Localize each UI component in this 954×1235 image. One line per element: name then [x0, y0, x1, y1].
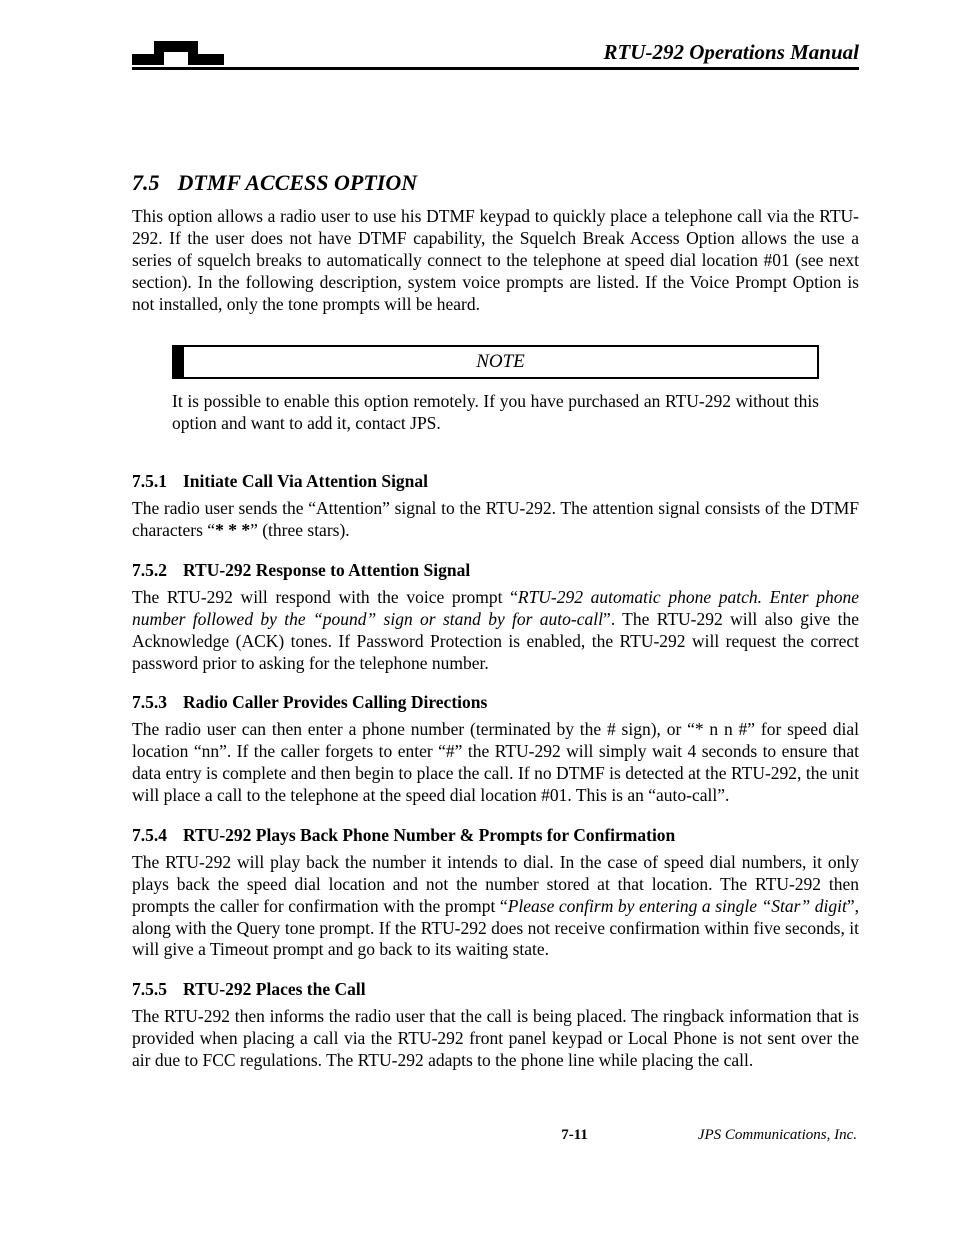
page-footer: 7-11 JPS Communications, Inc.	[132, 1127, 859, 1144]
sub-heading-755: 7.5.5 RTU-292 Places the Call	[132, 979, 859, 1000]
note-text: It is possible to enable this option rem…	[172, 391, 819, 435]
sub2-body: The RTU-292 will respond with the voice …	[132, 587, 859, 675]
company-name: JPS Communications, Inc.	[698, 1127, 857, 1144]
section-intro: This option allows a radio user to use h…	[132, 206, 859, 315]
sub-number: 7.5.1	[132, 471, 167, 492]
note-container: NOTE	[172, 345, 819, 379]
sub-title: RTU-292 Response to Attention Signal	[183, 560, 470, 580]
section-title: DTMF ACCESS OPTION	[178, 170, 418, 195]
sub-number: 7.5.2	[132, 560, 167, 581]
sub1-body: The radio user sends the “Attention” sig…	[132, 498, 859, 542]
sub-number: 7.5.3	[132, 692, 167, 713]
section-heading: 7.5 DTMF ACCESS OPTION	[132, 170, 859, 196]
sub-heading-752: 7.5.2 RTU-292 Response to Attention Signa…	[132, 560, 859, 581]
header-title: RTU-292 Operations Manual	[603, 40, 859, 65]
voice-prompt: Please confirm by entering a single “Sta…	[508, 896, 847, 916]
text: The RTU-292 will respond with the voice …	[132, 587, 518, 607]
sub-title: Initiate Call Via Attention Signal	[183, 471, 428, 491]
sub-heading-754: 7.5.4 RTU-292 Plays Back Phone Number & P…	[132, 825, 859, 846]
sub-number: 7.5.4	[132, 825, 167, 846]
stars: * * *	[215, 520, 250, 540]
text: ” (three stars).	[250, 520, 350, 540]
sub-title: Radio Caller Provides Calling Directions	[183, 692, 487, 712]
sub-number: 7.5.5	[132, 979, 167, 1000]
jps-logo-icon	[132, 41, 224, 65]
sub4-body: The RTU-292 will play back the number it…	[132, 852, 859, 961]
section-number: 7.5	[132, 170, 160, 196]
note-box: NOTE	[172, 345, 819, 379]
page-header: RTU-292 Operations Manual	[132, 40, 859, 70]
sub5-body: The RTU-292 then informs the radio user …	[132, 1006, 859, 1072]
sub3-body: The radio user can then enter a phone nu…	[132, 719, 859, 807]
sub-heading-753: 7.5.3 Radio Caller Provides Calling Direc…	[132, 692, 859, 713]
sub-heading-751: 7.5.1 Initiate Call Via Attention Signal	[132, 471, 859, 492]
page-number: 7-11	[561, 1127, 588, 1144]
page: RTU-292 Operations Manual 7.5 DTMF ACCESS…	[0, 0, 954, 1184]
sub-title: RTU-292 Places the Call	[183, 979, 366, 999]
sub-title: RTU-292 Plays Back Phone Number & Prompt…	[183, 825, 675, 845]
